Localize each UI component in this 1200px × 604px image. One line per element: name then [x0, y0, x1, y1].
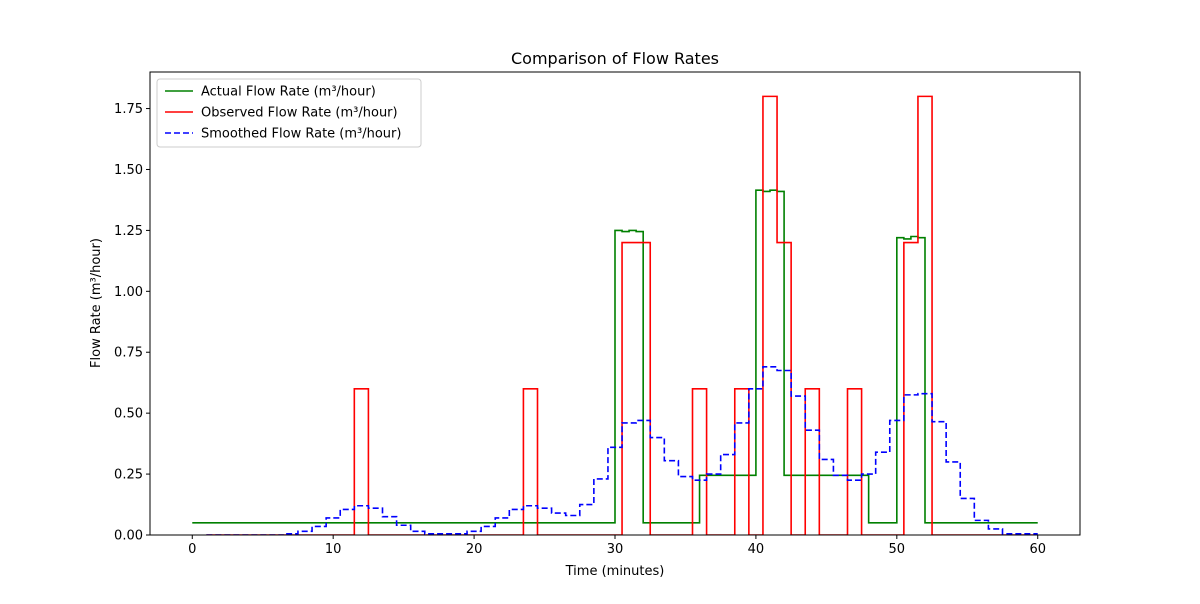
series-line-2 — [206, 95, 1038, 535]
y-tick-label: 0.50 — [114, 407, 143, 422]
y-tick-label: 0.00 — [114, 529, 143, 544]
y-axis: 0.00 0.25 0.50 0.75 1.00 1.25 1.50 1.75 — [114, 102, 150, 544]
x-tick-label: 0 — [188, 542, 196, 557]
x-tick-label: 50 — [889, 542, 906, 557]
y-tick-label: 1.75 — [114, 102, 143, 117]
y-tick-label: 1.25 — [114, 224, 143, 239]
legend-label-1: Actual Flow Rate (m³/hour) — [201, 85, 376, 100]
x-tick-label: 60 — [1029, 542, 1046, 557]
x-tick-label: 40 — [748, 542, 765, 557]
series-line-1 — [192, 189, 1038, 524]
y-tick-label: 1.50 — [114, 163, 143, 178]
y-tick-label: 0.75 — [114, 346, 143, 361]
y-tick-label: 1.00 — [114, 285, 143, 300]
x-tick-label: 10 — [325, 542, 342, 557]
series-layer — [192, 95, 1038, 535]
legend-label-3: Smoothed Flow Rate (m³/hour) — [201, 127, 401, 142]
y-axis-label: Flow Rate (m³/hour) — [89, 238, 104, 368]
x-axis-label: Time (minutes) — [565, 564, 665, 579]
legend: Actual Flow Rate (m³/hour) Observed Flow … — [156, 78, 422, 148]
x-tick-label: 30 — [607, 542, 624, 557]
legend-label-2: Observed Flow Rate (m³/hour) — [201, 106, 398, 121]
x-tick-label: 20 — [466, 542, 483, 557]
x-axis: 0 10 20 30 40 50 60 — [188, 535, 1046, 557]
legend-box — [156, 78, 422, 148]
y-tick-label: 0.25 — [114, 468, 143, 483]
series-line-3 — [206, 366, 1038, 535]
chart-title: Comparison of Flow Rates — [511, 49, 719, 68]
